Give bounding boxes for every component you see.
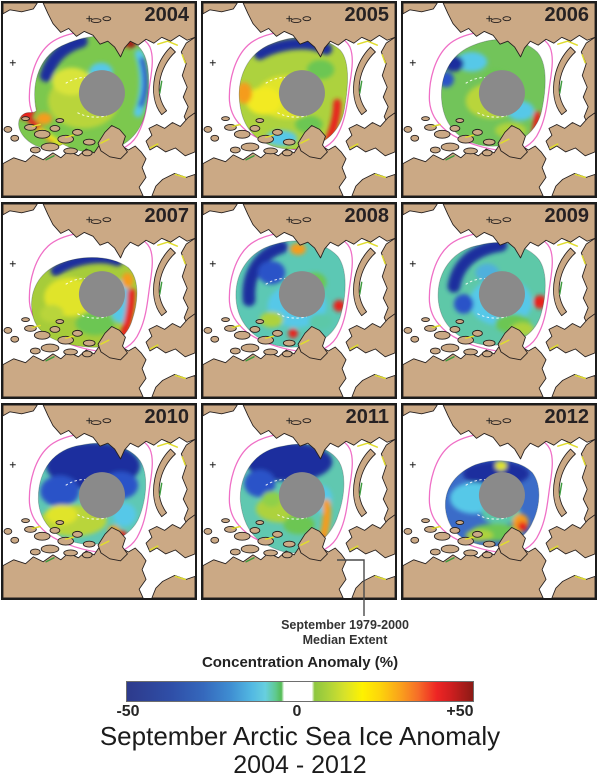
map-panel-2004: 2004 — [1, 1, 197, 198]
pole-hole-circle — [78, 70, 125, 117]
coastal-anomaly-fringe — [431, 442, 586, 581]
map-panel-2010: 2010 — [1, 403, 197, 600]
coastal-anomaly-fringe — [431, 40, 586, 179]
year-label: 2006 — [544, 4, 590, 26]
colorbar-tick-min: -50 — [116, 703, 140, 720]
land-group — [203, 405, 395, 598]
arctic-map-2010 — [3, 405, 195, 598]
graticule-marks — [409, 216, 493, 267]
graticule-marks — [409, 417, 493, 468]
land-group — [203, 204, 395, 397]
map-panel-2006: 2006 — [401, 1, 597, 198]
graticule-marks — [209, 15, 293, 66]
pole-hole-circle — [478, 472, 525, 519]
pole-hole-circle — [78, 271, 125, 318]
year-label: 2009 — [544, 205, 590, 227]
arctic-map-2011 — [203, 405, 395, 598]
coastal-anomaly-fringe — [31, 40, 186, 179]
coastal-anomaly-fringe — [231, 40, 386, 179]
map-panel-2012: 2012 — [401, 403, 597, 600]
graticule-marks — [209, 417, 293, 468]
year-label: 2004 — [144, 4, 190, 26]
colorbar-tick-zero: 0 — [292, 703, 302, 720]
coastal-anomaly-fringe — [431, 241, 586, 380]
graticule-marks — [209, 216, 293, 267]
graticule-marks — [9, 216, 93, 267]
map-panel-2007: 2007 — [1, 202, 197, 399]
arctic-map-2012 — [403, 405, 595, 598]
pole-hole-circle — [78, 472, 125, 519]
figure-title: September Arctic Sea Ice Anomaly — [99, 721, 501, 751]
graticule-marks — [9, 417, 93, 468]
coastal-anomaly-fringe — [231, 241, 386, 380]
arctic-map-2009 — [403, 204, 595, 397]
colorbar-title: Concentration Anomaly (%) — [201, 654, 399, 671]
land-group — [3, 405, 195, 598]
coastal-anomaly-fringe — [231, 442, 386, 581]
year-label: 2010 — [144, 406, 190, 428]
year-label: 2011 — [345, 406, 389, 428]
pole-hole-circle — [478, 70, 525, 117]
land-group — [3, 204, 195, 397]
arctic-map-2004 — [3, 3, 195, 196]
pole-hole-circle — [278, 472, 325, 519]
colorbar-gradient — [126, 681, 474, 702]
pole-hole-circle — [278, 271, 325, 318]
year-label: 2008 — [344, 205, 390, 227]
arctic-map-2006 — [403, 3, 595, 196]
pole-hole-circle — [478, 271, 525, 318]
arctic-map-2005 — [203, 3, 395, 196]
median-extent-annotation: September 1979-2000 Median Extent — [245, 618, 445, 648]
pole-hole-circle — [278, 70, 325, 117]
map-panel-2005: 2005 — [201, 1, 397, 198]
year-label: 2007 — [144, 205, 190, 227]
coastal-anomaly-fringe — [31, 241, 186, 380]
annotation-line2: Median Extent — [302, 633, 388, 647]
graticule-marks — [9, 15, 93, 66]
figure-subtitle: 2004 - 2012 — [233, 751, 367, 779]
land-group — [3, 3, 195, 196]
arctic-map-2007 — [3, 204, 195, 397]
map-panel-2011: 2011 — [201, 403, 397, 600]
year-label: 2005 — [344, 4, 390, 26]
colorbar-tick-max: +50 — [446, 703, 474, 720]
land-group — [403, 3, 595, 196]
land-group — [403, 204, 595, 397]
coastal-anomaly-fringe — [31, 442, 186, 581]
map-panel-2009: 2009 — [401, 202, 597, 399]
arctic-map-2008 — [203, 204, 395, 397]
annotation-line1: September 1979-2000 — [281, 618, 409, 632]
map-panel-2008: 2008 — [201, 202, 397, 399]
year-label: 2012 — [544, 406, 590, 428]
graticule-marks — [409, 15, 493, 66]
